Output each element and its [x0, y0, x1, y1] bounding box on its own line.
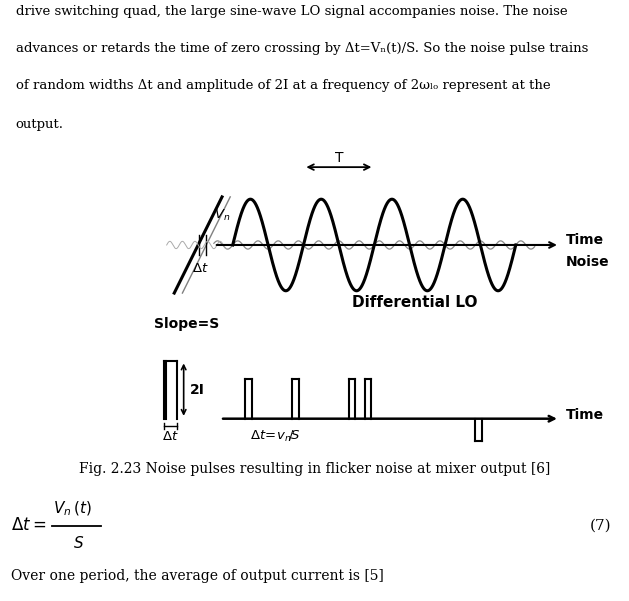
Text: 2I: 2I	[190, 383, 205, 397]
Text: $S$: $S$	[73, 535, 84, 551]
Text: Noise: Noise	[566, 255, 610, 269]
Text: Time: Time	[566, 409, 604, 423]
Text: $\Delta t =$: $\Delta t =$	[11, 517, 47, 534]
Text: $\Delta t$: $\Delta t$	[192, 262, 209, 275]
Text: (7): (7)	[590, 519, 611, 533]
Text: output.: output.	[16, 118, 64, 131]
Text: Differential LO: Differential LO	[352, 294, 478, 310]
Text: $\mathit{V}_n$: $\mathit{V}_n$	[214, 208, 230, 223]
Text: $\Delta t\!=\!v_n\!/\!S$: $\Delta t\!=\!v_n\!/\!S$	[250, 429, 301, 444]
Text: $\Delta t$: $\Delta t$	[162, 430, 179, 443]
Text: $V_n\,(t)$: $V_n\,(t)$	[53, 499, 92, 518]
Text: T: T	[335, 151, 343, 165]
Text: Over one period, the average of output current is [5]: Over one period, the average of output c…	[11, 569, 384, 583]
Text: drive switching quad, the large sine-wave LO signal accompanies noise. The noise: drive switching quad, the large sine-wav…	[16, 5, 567, 17]
Text: Fig. 2.23 Noise pulses resulting in flicker noise at mixer output [6]: Fig. 2.23 Noise pulses resulting in flic…	[79, 462, 550, 476]
Text: advances or retards the time of zero crossing by Δt=Vₙ(t)/S. So the noise pulse : advances or retards the time of zero cro…	[16, 42, 588, 55]
Text: Time: Time	[566, 233, 604, 248]
Text: Slope=S: Slope=S	[154, 317, 220, 331]
Text: of random widths Δt and amplitude of 2I at a frequency of 2ωₗₒ represent at the: of random widths Δt and amplitude of 2I …	[16, 79, 550, 92]
